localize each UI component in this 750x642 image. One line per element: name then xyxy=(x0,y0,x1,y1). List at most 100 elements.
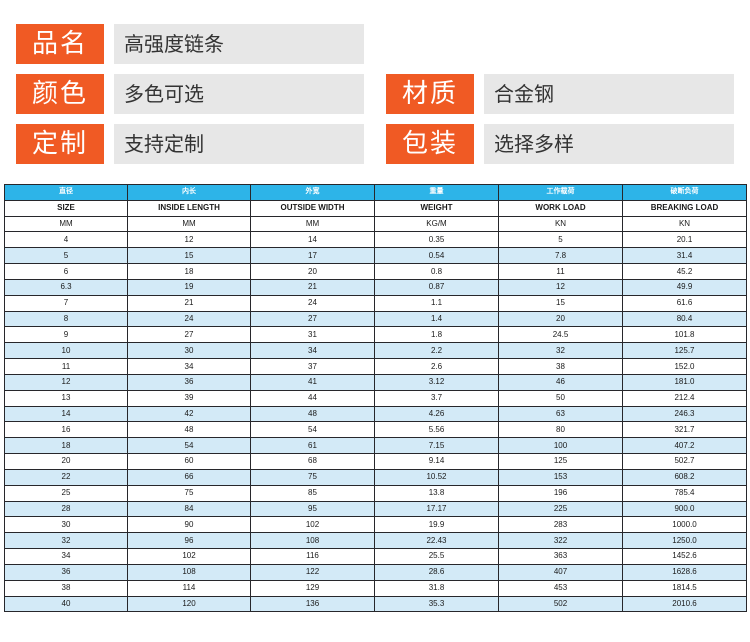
cell-work-load: 11 xyxy=(498,263,623,280)
cell-size: 5 xyxy=(4,247,128,265)
cell-inside-length: 54 xyxy=(127,437,251,455)
cell-weight: 10.52 xyxy=(374,468,499,486)
cell-outside-width: 20 xyxy=(250,263,375,280)
cell-outside-width: 95 xyxy=(250,500,375,518)
cell-work-load: 7.8 xyxy=(498,247,623,265)
cell-size: 25 xyxy=(4,484,128,502)
cell-work-load: 63 xyxy=(498,405,623,423)
cell-breaking-load: 181.0 xyxy=(622,373,747,391)
cell-inside-length: 120 xyxy=(127,595,251,613)
chain-spec-table: 直径 内长 外宽 重量 工作载荷 破断负荷 SIZE INSIDE LENGTH… xyxy=(4,184,747,613)
cell-weight: 1.1 xyxy=(374,294,499,312)
color-label: 颜色 xyxy=(16,74,104,114)
cell-weight: 0.8 xyxy=(374,263,499,280)
cell-breaking-load: 49.9 xyxy=(622,278,747,296)
table-row: 5 15 17 0.54 7.8 31.4 xyxy=(4,247,747,265)
cell-inside-length: 90 xyxy=(127,516,251,534)
header-work-load-cn: 工作载荷 xyxy=(498,184,623,201)
header-inside-length-en: INSIDE LENGTH xyxy=(127,199,251,217)
header-inside-length-cn: 内长 xyxy=(127,184,251,201)
cell-weight: 17.17 xyxy=(374,500,499,518)
table-row: 18 54 61 7.15 100 407.2 xyxy=(4,437,747,455)
customization-value: 支持定制 xyxy=(114,124,364,164)
cell-outside-width: 61 xyxy=(250,437,375,455)
table-row: 22 66 75 10.52 153 608.2 xyxy=(4,468,747,486)
cell-size: 28 xyxy=(4,500,128,518)
cell-outside-width: 31 xyxy=(250,326,375,344)
cell-work-load: 32 xyxy=(498,342,623,360)
table-row: 4 12 14 0.35 5 20.1 xyxy=(4,231,747,249)
cell-work-load: 283 xyxy=(498,516,623,534)
cell-breaking-load: 2010.6 xyxy=(622,595,747,613)
cell-work-load: 24.5 xyxy=(498,326,623,344)
cell-size: 6 xyxy=(4,263,128,280)
material-label: 材质 xyxy=(386,74,474,114)
cell-breaking-load: 1250.0 xyxy=(622,532,747,550)
cell-breaking-load: 608.2 xyxy=(622,468,747,486)
cell-outside-width: 48 xyxy=(250,405,375,423)
cell-weight: 1.8 xyxy=(374,326,499,344)
cell-weight: 2.6 xyxy=(374,358,499,375)
cell-weight: 19.9 xyxy=(374,516,499,534)
cell-weight: 0.35 xyxy=(374,231,499,249)
cell-outside-width: 37 xyxy=(250,358,375,375)
cell-size: 32 xyxy=(4,532,128,550)
cell-size: 14 xyxy=(4,405,128,423)
cell-weight: 22.43 xyxy=(374,532,499,550)
cell-outside-width: 75 xyxy=(250,468,375,486)
header-weight-cn: 重量 xyxy=(374,184,499,201)
product-name-label: 品名 xyxy=(16,24,104,64)
cell-work-load: 502 xyxy=(498,595,623,613)
cell-breaking-load: 1814.5 xyxy=(622,579,747,597)
cell-outside-width: 27 xyxy=(250,310,375,328)
cell-size: 20 xyxy=(4,453,128,470)
table-row: 9 27 31 1.8 24.5 101.8 xyxy=(4,326,747,344)
cell-outside-width: 41 xyxy=(250,373,375,391)
cell-weight: 9.14 xyxy=(374,453,499,470)
cell-work-load: 12 xyxy=(498,278,623,296)
color-value: 多色可选 xyxy=(114,74,364,114)
unit-size: MM xyxy=(4,215,128,233)
cell-size: 16 xyxy=(4,421,128,439)
cell-work-load: 125 xyxy=(498,453,623,470)
cell-breaking-load: 125.7 xyxy=(622,342,747,360)
cell-breaking-load: 785.4 xyxy=(622,484,747,502)
cell-weight: 7.15 xyxy=(374,437,499,455)
cell-inside-length: 19 xyxy=(127,278,251,296)
cell-size: 36 xyxy=(4,563,128,581)
cell-inside-length: 24 xyxy=(127,310,251,328)
header-breaking-load-en: BREAKING LOAD xyxy=(622,199,747,217)
cell-size: 4 xyxy=(4,231,128,249)
cell-size: 6.3 xyxy=(4,278,128,296)
cell-outside-width: 68 xyxy=(250,453,375,470)
cell-breaking-load: 45.2 xyxy=(622,263,747,280)
cell-breaking-load: 1628.6 xyxy=(622,563,747,581)
cell-breaking-load: 246.3 xyxy=(622,405,747,423)
header-size-en: SIZE xyxy=(4,199,128,217)
cell-breaking-load: 900.0 xyxy=(622,500,747,518)
table-row: 32 96 108 22.43 322 1250.0 xyxy=(4,532,747,550)
packaging-label: 包装 xyxy=(386,124,474,164)
cell-breaking-load: 31.4 xyxy=(622,247,747,265)
table-row: 38 114 129 31.8 453 1814.5 xyxy=(4,579,747,597)
cell-weight: 28.6 xyxy=(374,563,499,581)
cell-inside-length: 34 xyxy=(127,358,251,375)
cell-inside-length: 30 xyxy=(127,342,251,360)
cell-weight: 2.2 xyxy=(374,342,499,360)
header-size-cn: 直径 xyxy=(4,184,128,201)
cell-inside-length: 36 xyxy=(127,373,251,391)
cell-outside-width: 24 xyxy=(250,294,375,312)
header-outside-width-en: OUTSIDE WIDTH xyxy=(250,199,375,217)
header-outside-width-cn: 外宽 xyxy=(250,184,375,201)
cell-inside-length: 27 xyxy=(127,326,251,344)
cell-work-load: 46 xyxy=(498,373,623,391)
cell-outside-width: 85 xyxy=(250,484,375,502)
header-row-english: SIZE INSIDE LENGTH OUTSIDE WIDTH WEIGHT … xyxy=(4,199,747,217)
cell-outside-width: 21 xyxy=(250,278,375,296)
cell-inside-length: 39 xyxy=(127,389,251,407)
cell-work-load: 407 xyxy=(498,563,623,581)
header-weight-en: WEIGHT xyxy=(374,199,499,217)
table-row: 20 60 68 9.14 125 502.7 xyxy=(4,453,747,470)
cell-inside-length: 75 xyxy=(127,484,251,502)
cell-size: 7 xyxy=(4,294,128,312)
